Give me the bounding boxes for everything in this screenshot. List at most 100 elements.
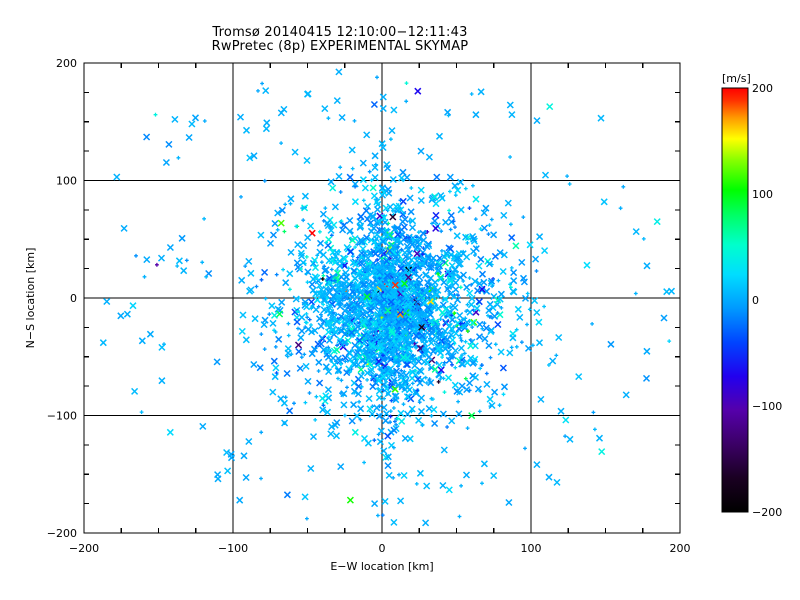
scatter-marker-x (286, 270, 294, 278)
scatter-marker-plus (397, 362, 402, 367)
scatter-marker-x (441, 295, 449, 303)
scatter-marker-plus (347, 370, 352, 375)
scatter-marker-x (359, 281, 367, 289)
scatter-marker-x (335, 326, 343, 334)
scatter-marker-x (356, 345, 364, 353)
scatter-marker-x (336, 302, 344, 311)
scatter-marker-plus (508, 282, 512, 287)
scatter-marker-plus (352, 390, 357, 395)
colorbar-tick-label: −200 (752, 506, 782, 519)
scatter-marker-x (308, 280, 316, 288)
scatter-marker-x (269, 319, 277, 327)
scatter-marker-x (345, 309, 353, 317)
scatter-marker-x (345, 365, 353, 373)
scatter-marker-x (421, 299, 429, 307)
scatter-marker-x (431, 365, 439, 373)
scatter-marker-plus (465, 302, 470, 307)
scatter-marker-x (407, 208, 415, 216)
scatter-marker-plus (396, 364, 400, 369)
colorbar-tick-label: −100 (752, 400, 782, 413)
scatter-marker-x (316, 281, 324, 289)
scatter-marker-x (475, 280, 484, 288)
scatter-marker-x (315, 358, 323, 366)
scatter-marker-plus (442, 390, 447, 394)
scatter-marker-plus (438, 377, 443, 381)
scatter-marker-plus (450, 362, 454, 367)
scatter-marker-x (351, 274, 359, 283)
scatter-marker-x (342, 273, 351, 281)
scatter-marker-plus (356, 333, 361, 338)
scatter-marker-plus (338, 293, 343, 298)
scatter-marker-plus (417, 400, 422, 405)
scatter-marker-x (323, 408, 332, 416)
scatter-marker-plus (410, 353, 415, 358)
scatter-marker-x (358, 238, 366, 246)
scatter-marker-plus (431, 305, 436, 310)
scatter-marker-plus (389, 398, 394, 403)
scatter-marker-plus (453, 225, 457, 229)
scatter-marker-x (376, 341, 384, 349)
scatter-marker-x (437, 273, 445, 281)
scatter-marker-x (400, 223, 408, 231)
scatter-marker-plus (353, 245, 357, 249)
scatter-marker-plus (326, 335, 331, 340)
scatter-marker-x (442, 218, 450, 226)
scatter-marker-x (454, 319, 462, 327)
scatter-marker-plus (416, 331, 421, 336)
scatter-marker-plus (458, 355, 463, 360)
scatter-marker-x (351, 258, 359, 266)
scatter-marker-x (308, 350, 316, 358)
scatter-marker-plus (490, 284, 494, 289)
scatter-marker-x (450, 293, 458, 301)
scatter-marker-x (412, 262, 420, 270)
scatter-marker-x (311, 256, 319, 264)
scatter-marker-plus (451, 325, 456, 330)
scatter-marker-x (369, 372, 377, 380)
scatter-marker-plus (456, 399, 460, 404)
scatter-marker-plus (427, 377, 432, 381)
scatter-marker-x (457, 344, 465, 352)
scatter-marker-plus (447, 208, 451, 213)
scatter-marker-x (497, 348, 505, 356)
scatter-marker-x (329, 284, 337, 292)
scatter-marker-plus (375, 258, 379, 262)
scatter-marker-x (432, 224, 440, 232)
scatter-marker-x (494, 320, 502, 329)
colorbar-tick-labels: −200 −100 0 100 200 (752, 82, 782, 519)
plot-title: Tromsø 20140415 12:10:00−12:11:43 RwPret… (0, 26, 680, 54)
scatter-marker-x (413, 257, 421, 265)
scatter-marker-plus (339, 378, 344, 383)
scatter-marker-x (354, 348, 362, 356)
scatter-marker-x (428, 324, 436, 332)
scatter-marker-x (380, 318, 388, 327)
scatter-marker-x (448, 262, 456, 270)
scatter-marker-x (420, 291, 428, 299)
scatter-marker-plus (439, 229, 444, 234)
scatter-marker-plus (412, 341, 417, 346)
scatter-marker-plus (329, 267, 334, 272)
scatter-marker-plus (338, 301, 343, 306)
scatter-marker-x (427, 264, 435, 272)
scatter-marker-plus (350, 166, 355, 171)
scatter-marker-x (478, 270, 487, 278)
scatter-marker-plus (442, 360, 447, 365)
scatter-marker-plus (455, 274, 460, 278)
scatter-marker-plus (418, 318, 422, 323)
scatter-marker-plus (418, 355, 423, 360)
scatter-marker-x (364, 202, 372, 211)
colorbar-tick-label: 200 (752, 82, 773, 95)
colorbar-unit-label: [m/s] (722, 72, 751, 85)
scatter-marker-x (350, 267, 358, 275)
scatter-marker-plus (458, 285, 463, 290)
scatter-marker-x (366, 333, 374, 341)
scatter-marker-x (270, 357, 278, 365)
scatter-marker-x (419, 316, 427, 324)
scatter-marker-x (312, 306, 320, 314)
scatter-marker-plus (416, 230, 421, 235)
scatter-marker-x (445, 356, 453, 364)
scatter-marker-plus (473, 217, 478, 221)
scatter-marker-x (442, 339, 450, 347)
